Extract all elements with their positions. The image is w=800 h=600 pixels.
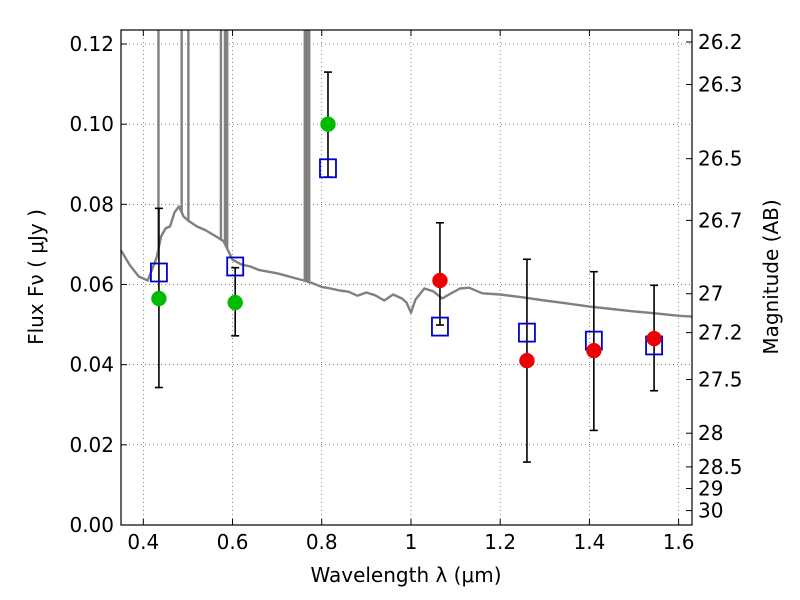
model-photometry-square <box>518 322 536 343</box>
right-tick-label: 26.2 <box>698 30 743 54</box>
grid-lines <box>121 30 692 525</box>
model-photometry-square <box>431 316 449 337</box>
observed-flux-point <box>519 352 535 369</box>
right-tick-label: 28.5 <box>698 455 743 479</box>
right-tick-label: 27.5 <box>698 368 743 392</box>
x-tick-label: 0.4 <box>127 530 159 554</box>
observed-flux-point <box>646 330 662 347</box>
y-tick-label: 0.04 <box>69 353 114 377</box>
observed-flux-point <box>227 294 243 311</box>
y-tick-label: 0.10 <box>69 112 114 136</box>
y-tick-label: 0.08 <box>69 192 114 216</box>
y-tick-label: 0.06 <box>69 273 114 297</box>
model-spectrum <box>119 30 693 318</box>
observed-flux-point <box>586 342 602 359</box>
error-bars <box>154 71 659 463</box>
spectrum-line <box>119 205 693 318</box>
right-tick-label: 30 <box>698 499 723 523</box>
data-markers <box>150 116 663 369</box>
tick-labels: 0.4 0.6 0.8 1 1.2 1.4 1.6 0.00 0.02 0.04 0.06 0.08 0… <box>69 30 742 554</box>
right-tick-label: 27 <box>698 282 723 306</box>
x-axis-label: Wavelength λ (μm) <box>310 563 501 587</box>
x-tick-label: 1.6 <box>663 530 695 554</box>
right-tick-label: 28 <box>698 421 723 445</box>
x-tick-label: 0.6 <box>217 530 249 554</box>
model-photometry-square <box>226 256 245 277</box>
y-tick-label: 0.12 <box>69 32 114 56</box>
x-tick-label: 1 <box>405 530 418 554</box>
right-tick-label: 26.3 <box>698 73 743 97</box>
x-tick-label: 0.8 <box>306 530 338 554</box>
axis-ticks <box>121 30 692 526</box>
model-photometry-square <box>150 262 168 283</box>
plot-frame <box>120 29 693 526</box>
right-tick-label: 26.5 <box>698 147 743 171</box>
x-tick-label: 1.4 <box>573 530 605 554</box>
right-axis-label: Magnitude (AB) <box>759 199 783 354</box>
model-photometry-square <box>319 158 337 179</box>
observed-flux-point <box>432 272 448 289</box>
observed-flux-point <box>151 290 167 307</box>
y-axis-label: Flux Fν ( μJy ) <box>24 209 48 345</box>
right-tick-label: 26.7 <box>698 208 743 232</box>
y-tick-label: 0.02 <box>69 433 114 457</box>
right-tick-label: 29 <box>698 477 723 501</box>
right-tick-label: 27.2 <box>698 321 743 345</box>
x-tick-label: 1.2 <box>484 530 516 554</box>
observed-flux-point <box>320 116 336 132</box>
y-tick-label: 0.00 <box>69 513 114 537</box>
